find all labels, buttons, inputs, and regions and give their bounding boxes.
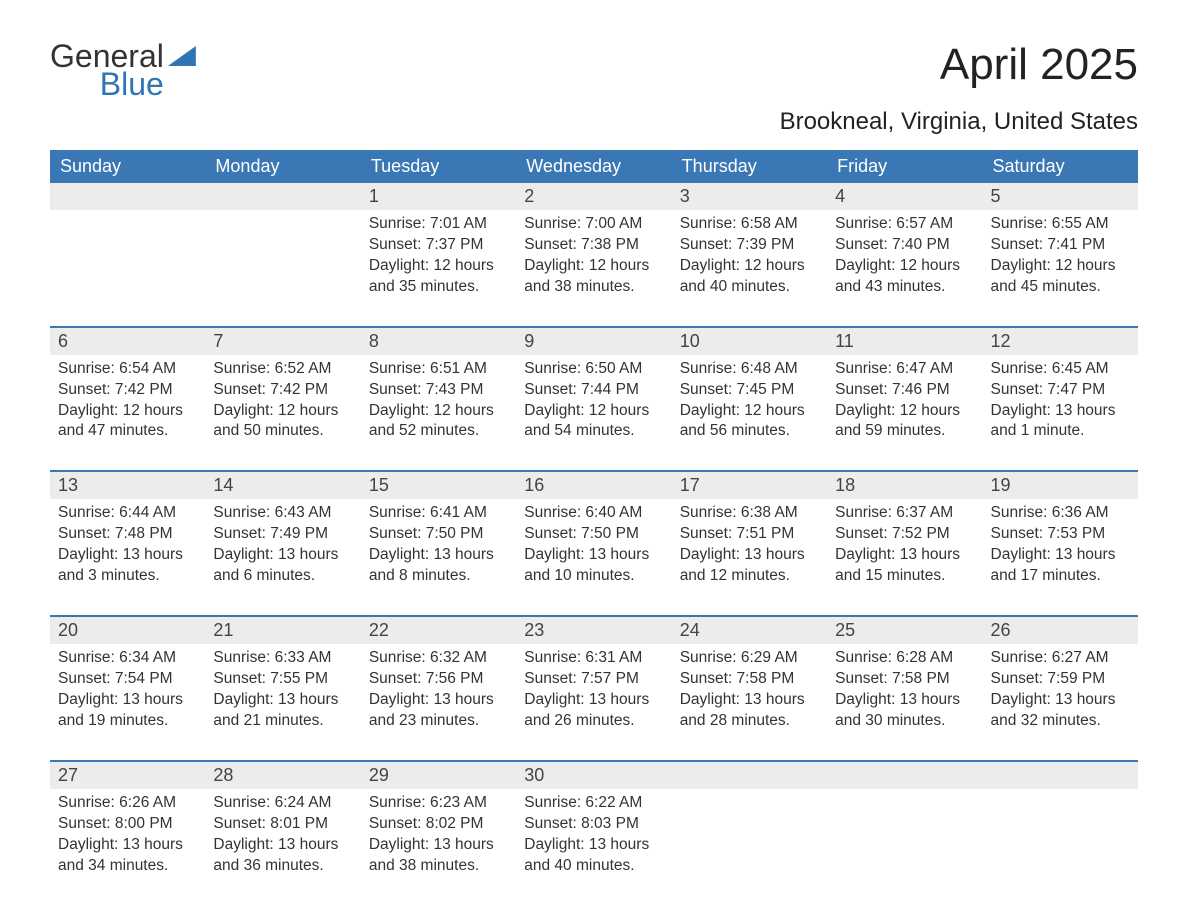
day-content-cell: Sunrise: 6:23 AMSunset: 8:02 PMDaylight:… — [361, 789, 516, 905]
day-content-cell — [672, 789, 827, 905]
day-number-cell: 13 — [50, 472, 205, 499]
day-number-cell: 5 — [983, 183, 1138, 210]
day-content-cell: Sunrise: 6:44 AMSunset: 7:48 PMDaylight:… — [50, 499, 205, 616]
day-content-cell — [205, 210, 360, 327]
day-number-cell: 11 — [827, 328, 982, 355]
day-header: Saturday — [983, 150, 1138, 183]
day-content-cell: Sunrise: 6:54 AMSunset: 7:42 PMDaylight:… — [50, 355, 205, 472]
day-header: Monday — [205, 150, 360, 183]
day-number-cell: 4 — [827, 183, 982, 210]
day-number-cell: 16 — [516, 472, 671, 499]
day-content-cell: Sunrise: 6:41 AMSunset: 7:50 PMDaylight:… — [361, 499, 516, 616]
day-number-cell: 20 — [50, 617, 205, 644]
day-number-cell: 22 — [361, 617, 516, 644]
day-number-cell: 25 — [827, 617, 982, 644]
day-number-cell: 28 — [205, 762, 360, 789]
day-content-cell: Sunrise: 6:48 AMSunset: 7:45 PMDaylight:… — [672, 355, 827, 472]
day-content-cell — [983, 789, 1138, 905]
day-content-cell: Sunrise: 6:52 AMSunset: 7:42 PMDaylight:… — [205, 355, 360, 472]
day-number-cell: 15 — [361, 472, 516, 499]
day-number-cell: 29 — [361, 762, 516, 789]
day-content-cell: Sunrise: 6:38 AMSunset: 7:51 PMDaylight:… — [672, 499, 827, 616]
day-header: Tuesday — [361, 150, 516, 183]
day-content-cell: Sunrise: 6:28 AMSunset: 7:58 PMDaylight:… — [827, 644, 982, 761]
day-content-cell: Sunrise: 6:22 AMSunset: 8:03 PMDaylight:… — [516, 789, 671, 905]
day-content-cell: Sunrise: 6:40 AMSunset: 7:50 PMDaylight:… — [516, 499, 671, 616]
calendar-header-row: SundayMondayTuesdayWednesdayThursdayFrid… — [50, 150, 1138, 183]
day-content-cell: Sunrise: 6:51 AMSunset: 7:43 PMDaylight:… — [361, 355, 516, 472]
day-header: Sunday — [50, 150, 205, 183]
day-number-cell: 2 — [516, 183, 671, 210]
day-number-cell: 8 — [361, 328, 516, 355]
day-number-cell: 12 — [983, 328, 1138, 355]
day-number-cell: 6 — [50, 328, 205, 355]
day-content-cell: Sunrise: 6:29 AMSunset: 7:58 PMDaylight:… — [672, 644, 827, 761]
calendar-table: SundayMondayTuesdayWednesdayThursdayFrid… — [50, 150, 1138, 904]
logo: General Blue — [50, 40, 196, 100]
day-number-cell — [827, 762, 982, 789]
day-content-cell: Sunrise: 6:47 AMSunset: 7:46 PMDaylight:… — [827, 355, 982, 472]
day-content-cell: Sunrise: 6:31 AMSunset: 7:57 PMDaylight:… — [516, 644, 671, 761]
day-content-cell: Sunrise: 6:33 AMSunset: 7:55 PMDaylight:… — [205, 644, 360, 761]
day-number-cell: 1 — [361, 183, 516, 210]
day-content-cell: Sunrise: 6:58 AMSunset: 7:39 PMDaylight:… — [672, 210, 827, 327]
day-number-cell: 27 — [50, 762, 205, 789]
day-number-cell — [983, 762, 1138, 789]
day-content-cell: Sunrise: 6:37 AMSunset: 7:52 PMDaylight:… — [827, 499, 982, 616]
day-content-cell: Sunrise: 6:26 AMSunset: 8:00 PMDaylight:… — [50, 789, 205, 905]
day-number-cell — [672, 762, 827, 789]
day-number-cell: 10 — [672, 328, 827, 355]
logo-triangle-icon — [168, 46, 196, 66]
title-block: April 2025 — [940, 40, 1138, 90]
day-number-cell — [50, 183, 205, 210]
day-number-cell: 3 — [672, 183, 827, 210]
day-content-cell: Sunrise: 6:50 AMSunset: 7:44 PMDaylight:… — [516, 355, 671, 472]
day-content-cell: Sunrise: 6:43 AMSunset: 7:49 PMDaylight:… — [205, 499, 360, 616]
day-number-cell: 24 — [672, 617, 827, 644]
day-number-cell: 14 — [205, 472, 360, 499]
day-number-cell: 26 — [983, 617, 1138, 644]
day-header: Friday — [827, 150, 982, 183]
day-header: Wednesday — [516, 150, 671, 183]
day-header: Thursday — [672, 150, 827, 183]
month-title: April 2025 — [940, 40, 1138, 90]
day-content-cell: Sunrise: 6:57 AMSunset: 7:40 PMDaylight:… — [827, 210, 982, 327]
day-content-cell: Sunrise: 6:34 AMSunset: 7:54 PMDaylight:… — [50, 644, 205, 761]
day-number-cell: 21 — [205, 617, 360, 644]
header: General Blue April 2025 — [50, 40, 1138, 100]
day-content-cell: Sunrise: 6:45 AMSunset: 7:47 PMDaylight:… — [983, 355, 1138, 472]
day-content-cell: Sunrise: 6:36 AMSunset: 7:53 PMDaylight:… — [983, 499, 1138, 616]
day-content-cell: Sunrise: 7:01 AMSunset: 7:37 PMDaylight:… — [361, 210, 516, 327]
day-content-cell: Sunrise: 6:55 AMSunset: 7:41 PMDaylight:… — [983, 210, 1138, 327]
day-content-cell: Sunrise: 6:27 AMSunset: 7:59 PMDaylight:… — [983, 644, 1138, 761]
day-number-cell: 30 — [516, 762, 671, 789]
day-number-cell — [205, 183, 360, 210]
day-content-cell: Sunrise: 6:32 AMSunset: 7:56 PMDaylight:… — [361, 644, 516, 761]
logo-text-block: General Blue — [50, 40, 164, 100]
location-label: Brookneal, Virginia, United States — [50, 108, 1138, 136]
day-content-cell — [827, 789, 982, 905]
day-number-cell: 19 — [983, 472, 1138, 499]
day-number-cell: 18 — [827, 472, 982, 499]
day-content-cell: Sunrise: 7:00 AMSunset: 7:38 PMDaylight:… — [516, 210, 671, 327]
day-content-cell — [50, 210, 205, 327]
day-number-cell: 17 — [672, 472, 827, 499]
day-number-cell: 23 — [516, 617, 671, 644]
day-number-cell: 7 — [205, 328, 360, 355]
day-number-cell: 9 — [516, 328, 671, 355]
day-content-cell: Sunrise: 6:24 AMSunset: 8:01 PMDaylight:… — [205, 789, 360, 905]
